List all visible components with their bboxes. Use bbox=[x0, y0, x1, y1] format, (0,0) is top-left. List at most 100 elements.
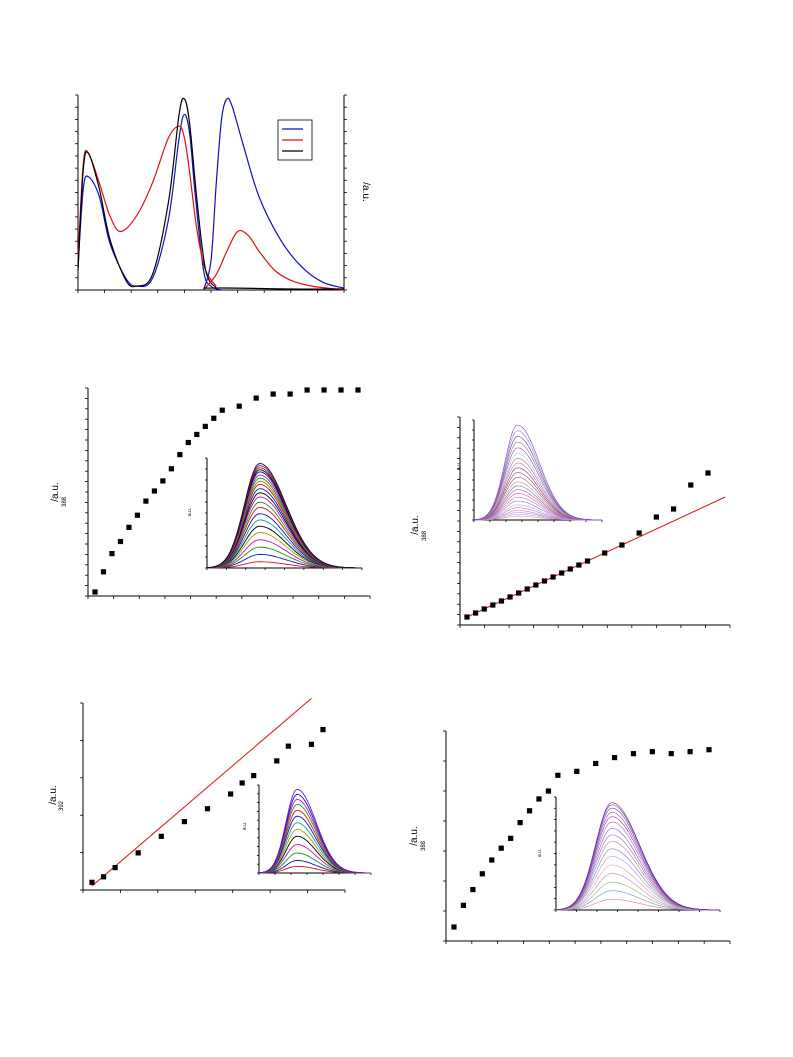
panel-d-inset-curves bbox=[258, 788, 372, 874]
data-point bbox=[706, 747, 712, 753]
data-point bbox=[479, 871, 485, 877]
data-point bbox=[194, 431, 200, 438]
data-point bbox=[451, 924, 457, 930]
panel-d-inset: a.u. bbox=[242, 784, 372, 875]
data-point bbox=[464, 614, 470, 620]
data-point bbox=[321, 387, 327, 393]
inset-spectrum-curve bbox=[555, 802, 721, 911]
data-point bbox=[619, 542, 625, 548]
data-point bbox=[109, 551, 115, 557]
data-point bbox=[526, 808, 533, 814]
data-point bbox=[490, 602, 496, 608]
inset-spectrum-curve bbox=[258, 788, 372, 874]
panel-b-y-label: /a.u. bbox=[50, 482, 61, 501]
data-point bbox=[100, 569, 107, 575]
data-point bbox=[670, 506, 677, 512]
panel-b-y-label-sub: 388 bbox=[62, 496, 68, 507]
data-point bbox=[602, 550, 608, 556]
panel-d-y-label-sub: 392 bbox=[59, 800, 65, 811]
data-point bbox=[507, 594, 513, 600]
spectrum-curve bbox=[203, 97, 345, 291]
data-point bbox=[177, 452, 183, 458]
spectra-panel: /a.u. bbox=[75, 94, 371, 293]
data-point bbox=[143, 498, 149, 504]
spectra-right-axis-label: /a.u. bbox=[360, 182, 371, 201]
panel-d-fit-line bbox=[91, 697, 312, 887]
panel-d-ticks bbox=[80, 702, 346, 893]
data-point bbox=[541, 578, 548, 584]
data-point bbox=[498, 845, 504, 851]
panel-c-inset-y-label: a.u. bbox=[456, 462, 462, 470]
data-point bbox=[559, 570, 565, 576]
spectra-curves bbox=[77, 97, 345, 291]
data-point bbox=[287, 391, 293, 397]
data-point bbox=[251, 773, 257, 779]
data-point bbox=[151, 488, 157, 494]
data-point bbox=[653, 514, 659, 520]
data-point bbox=[545, 788, 552, 794]
data-point bbox=[524, 586, 530, 592]
data-point bbox=[320, 727, 326, 733]
panel-b-inset-y-label: a.u. bbox=[187, 508, 193, 516]
titration-panel-b: /a.u. 388 a.u. bbox=[50, 387, 371, 599]
titration-panel-e: /a.u. 388 a.u. bbox=[409, 730, 731, 944]
data-point bbox=[181, 819, 187, 825]
panel-c-ticks bbox=[457, 416, 731, 628]
panel-c-points bbox=[464, 470, 711, 620]
panel-d-inset-y-label: a.u. bbox=[242, 822, 248, 830]
spectrum-curve bbox=[77, 97, 217, 289]
data-point bbox=[508, 835, 514, 841]
data-point bbox=[160, 478, 166, 484]
data-point bbox=[584, 558, 591, 564]
data-point bbox=[536, 796, 542, 802]
titration-panel-d: /a.u. 392 a.u. bbox=[48, 697, 372, 893]
panel-c-y-label-sub: 388 bbox=[422, 530, 428, 541]
legend bbox=[277, 119, 313, 161]
panel-b-ticks bbox=[85, 387, 371, 599]
data-point bbox=[135, 850, 141, 856]
spectrum-curve bbox=[203, 287, 345, 290]
data-point bbox=[92, 589, 98, 595]
data-point bbox=[576, 562, 582, 568]
data-point bbox=[611, 754, 618, 761]
data-point bbox=[636, 530, 642, 536]
panel-b-inset: a.u. bbox=[187, 457, 363, 570]
panel-e-inset-ticks bbox=[554, 796, 721, 912]
data-point bbox=[473, 610, 479, 616]
data-point bbox=[285, 743, 291, 749]
spectrum-curve bbox=[77, 125, 217, 287]
data-point bbox=[481, 606, 487, 612]
panel-c-inset: a.u. bbox=[456, 419, 603, 522]
data-point bbox=[274, 758, 280, 764]
data-point bbox=[158, 833, 164, 839]
data-point bbox=[705, 470, 711, 476]
panel-b-inset-curves bbox=[206, 463, 363, 569]
data-point bbox=[270, 391, 276, 397]
data-point bbox=[516, 590, 522, 596]
data-point bbox=[112, 865, 118, 871]
titration-panel-c: /a.u. 388 a.u. bbox=[410, 416, 731, 628]
data-point bbox=[253, 395, 259, 401]
panel-e-inset-curves bbox=[555, 802, 721, 911]
inset-spectrum-curve bbox=[473, 424, 603, 521]
data-point bbox=[574, 768, 580, 774]
panel-e-ticks bbox=[443, 730, 731, 944]
data-point bbox=[228, 791, 234, 797]
panel-d-points bbox=[89, 727, 326, 885]
spectrum-curve bbox=[203, 229, 345, 291]
data-point bbox=[550, 574, 556, 580]
data-point bbox=[489, 857, 495, 863]
data-point bbox=[567, 566, 573, 572]
data-point bbox=[239, 780, 245, 786]
panel-c-y-label: /a.u. bbox=[410, 515, 421, 534]
panel-e-inset: a.u. bbox=[537, 796, 721, 912]
data-point bbox=[117, 538, 124, 545]
data-point bbox=[498, 598, 505, 604]
data-point bbox=[460, 902, 467, 908]
panel-e-y-label: /a.u. bbox=[409, 826, 420, 845]
data-point bbox=[185, 439, 191, 446]
data-point bbox=[555, 772, 561, 778]
data-point bbox=[338, 387, 344, 393]
panel-e-inset-y-label: a.u. bbox=[537, 849, 543, 857]
fit-line bbox=[91, 697, 312, 887]
